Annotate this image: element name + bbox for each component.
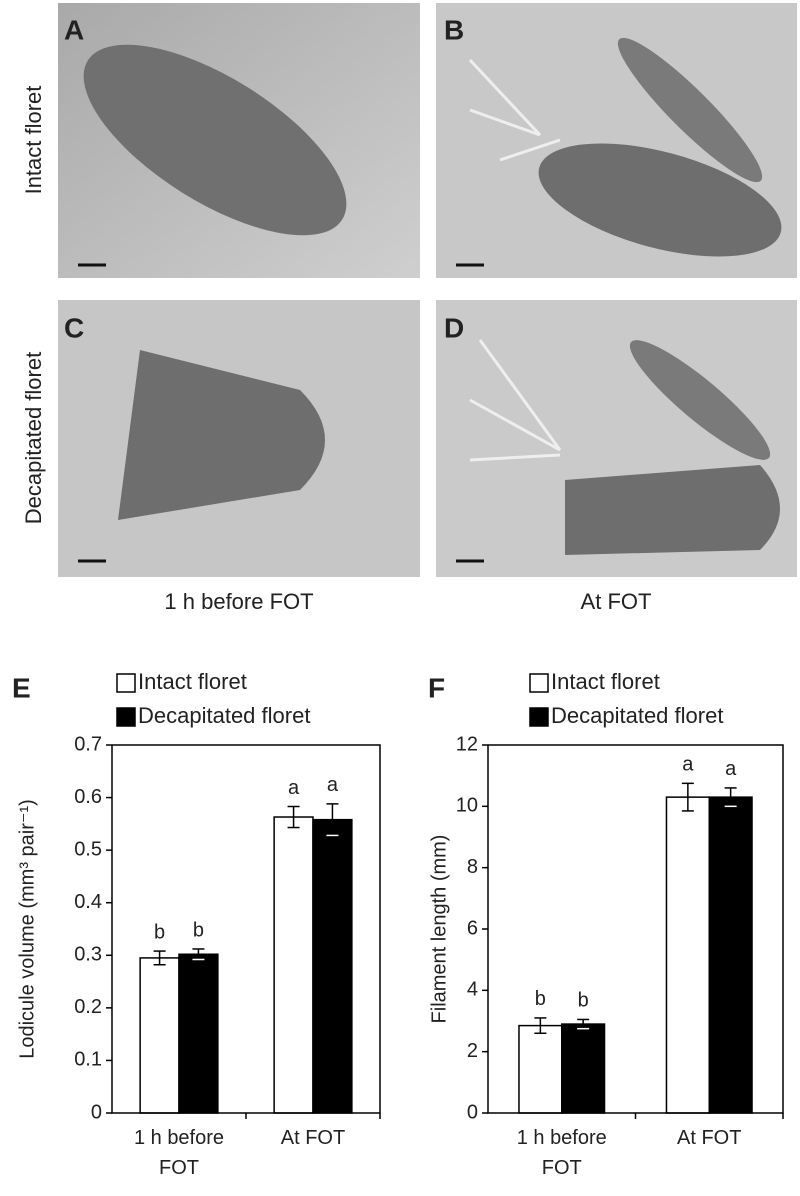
photo-b <box>436 3 797 278</box>
x-tick-label: 1 h before FOT <box>516 1127 607 1179</box>
significance-letter: b <box>193 919 204 941</box>
significance-letter: a <box>327 774 339 796</box>
x-tick-label-box: 1 h before FOT <box>516 1127 607 1179</box>
y-tick-label: 0.7 <box>74 733 102 755</box>
error-bar <box>724 787 737 808</box>
legend-label: Decapitated floret <box>551 703 723 728</box>
significance-letter: b <box>154 921 165 943</box>
column-label: 1 h before FOT <box>164 589 313 614</box>
y-tick-label: 0.5 <box>74 838 102 860</box>
photo-d <box>436 300 797 577</box>
significance-letter: a <box>288 777 300 799</box>
y-tick-label: 10 <box>456 795 478 817</box>
y-tick-label: 0.2 <box>74 996 102 1018</box>
bar <box>708 796 753 1114</box>
bar <box>665 796 710 1114</box>
y-tick-label: 0.3 <box>74 944 102 966</box>
y-tick-label: 0.4 <box>74 891 102 913</box>
axis-frame <box>487 744 784 1114</box>
x-tick-label: At FOT <box>677 1127 742 1149</box>
y-tick-label: 0.1 <box>74 1049 102 1071</box>
bar <box>312 818 353 1114</box>
panel-letter: F <box>428 672 445 703</box>
panel-letter: B <box>444 14 464 45</box>
significance-letter: a <box>682 754 694 776</box>
photo-a <box>58 3 420 278</box>
legend-swatch <box>529 707 549 727</box>
axis-frame <box>111 744 381 1114</box>
significance-letter: b <box>578 990 589 1012</box>
y-tick-label: 8 <box>467 856 478 878</box>
x-tick-label: At FOT <box>280 1127 346 1149</box>
legend-label: Decapitated floret <box>138 703 310 728</box>
x-tick-label-box: 1 h before FOT <box>133 1127 225 1179</box>
panel-letter: A <box>64 14 84 45</box>
row-label: Decapitated floret <box>21 352 46 524</box>
error-bar <box>326 803 339 837</box>
legend-swatch <box>529 673 549 693</box>
error-bar <box>577 1018 590 1030</box>
y-tick-label: 0 <box>91 1101 102 1123</box>
error-bar <box>534 1017 547 1035</box>
error-bar <box>153 950 166 966</box>
y-axis-label: Filament length (mm) <box>428 835 450 1024</box>
significance-letter: a <box>725 758 737 780</box>
significance-letter: b <box>535 988 546 1010</box>
column-label: At FOT <box>581 589 652 614</box>
legend-swatch <box>116 707 136 727</box>
y-axis-label: Lodicule volume (mm³ pair⁻¹) <box>16 799 38 1059</box>
bar <box>273 816 314 1114</box>
bar <box>518 1024 563 1114</box>
legend-swatch <box>116 673 136 693</box>
error-bar <box>287 805 300 829</box>
panel-letter: D <box>444 312 464 343</box>
legend-label: Intact floret <box>138 669 247 694</box>
legend-label: Intact floret <box>551 669 660 694</box>
x-tick-label: 1 h before FOT <box>133 1127 225 1179</box>
panel-letter: C <box>64 312 84 343</box>
y-tick-label: 0.6 <box>74 786 102 808</box>
bar <box>139 957 180 1114</box>
bar <box>178 953 219 1114</box>
error-bar <box>681 782 694 812</box>
x-tick-label-box: At FOT <box>280 1127 346 1149</box>
panel-letter: E <box>12 672 31 703</box>
y-tick-label: 12 <box>456 733 478 755</box>
photo-c <box>58 300 420 577</box>
y-tick-label: 0 <box>467 1101 478 1123</box>
row-label: Intact floret <box>21 86 46 195</box>
y-tick-label: 4 <box>467 979 478 1001</box>
bar <box>561 1023 606 1114</box>
y-tick-label: 2 <box>467 1040 478 1062</box>
error-bar <box>192 948 205 961</box>
y-tick-label: 6 <box>467 917 478 939</box>
x-tick-label-box: At FOT <box>677 1127 742 1149</box>
